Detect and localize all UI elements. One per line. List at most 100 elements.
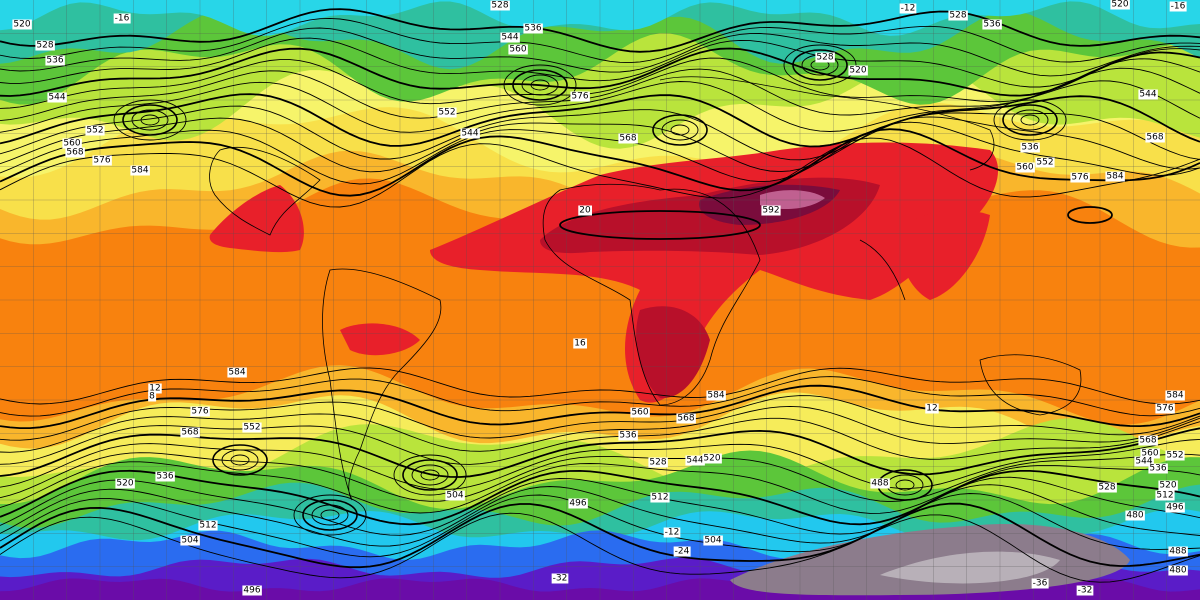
contour-label: 592 (762, 206, 779, 216)
contour-label: 512 (199, 521, 216, 531)
contour-label: 480 (1126, 511, 1143, 521)
height-contour (0, 461, 1200, 514)
low-contour (122, 104, 178, 136)
label-background (1165, 502, 1185, 513)
contour-label: 528 (36, 41, 53, 51)
contour-label: 536 (619, 431, 636, 441)
label-background (45, 55, 65, 66)
contour-label: 544 (461, 129, 478, 139)
height-contour (0, 512, 1200, 583)
label-background (925, 403, 939, 414)
label-background (630, 407, 650, 418)
high-contour (503, 64, 577, 106)
contour-label: 512 (1156, 491, 1173, 501)
label-background (1155, 403, 1175, 414)
low-contour (131, 109, 169, 131)
label-background (130, 165, 150, 176)
label-background (618, 430, 638, 441)
contour-label: -12 (665, 528, 680, 538)
label-background (1031, 578, 1049, 589)
label-background (523, 23, 543, 34)
low-contour (393, 454, 467, 496)
contour-label: 560 (63, 139, 80, 149)
contour-label: 560 (509, 45, 526, 55)
low-contour (302, 499, 358, 531)
contour-label: 504 (181, 536, 198, 546)
label-background (1165, 390, 1185, 401)
label-background (1125, 510, 1145, 521)
contour-label: 568 (1146, 133, 1163, 143)
label-background (673, 546, 691, 557)
contour-label: 552 (1036, 158, 1053, 168)
label-background (242, 422, 262, 433)
contour-label: 568 (619, 134, 636, 144)
label-background (1110, 0, 1130, 10)
coastline (209, 146, 321, 236)
height-contour (0, 57, 1200, 109)
label-background (1035, 157, 1055, 168)
low-contour (783, 44, 857, 86)
contour-label: 536 (46, 56, 63, 66)
contour-label: 504 (446, 491, 463, 501)
contour-label: 568 (66, 148, 83, 158)
label-background (899, 3, 917, 14)
coastline (979, 354, 1082, 416)
label-background (460, 128, 480, 139)
label-background (948, 10, 968, 21)
contour-label: 552 (438, 108, 455, 118)
label-background (242, 585, 262, 596)
low-contour (140, 114, 160, 126)
high-contour (559, 210, 761, 240)
warm-area (899, 210, 990, 300)
label-background (85, 125, 105, 136)
label-background (1097, 482, 1117, 493)
height-contour (0, 80, 1200, 133)
contour-label: -16 (1171, 2, 1186, 12)
contour-label: 536 (983, 20, 1000, 30)
label-background (490, 0, 510, 11)
high-contour (1067, 206, 1113, 224)
label-background (198, 520, 218, 531)
contour-label: 520 (1159, 481, 1176, 491)
label-background (445, 490, 465, 501)
contour-label: 576 (571, 92, 588, 102)
height-contour (0, 105, 1200, 161)
low-contour (230, 454, 250, 466)
low-contour (402, 459, 458, 491)
contour-label: 520 (703, 454, 720, 464)
label-background (618, 133, 638, 144)
contour-label: 536 (524, 24, 541, 34)
label-background (663, 527, 681, 538)
label-background (1105, 171, 1125, 182)
contour-label: -32 (553, 574, 568, 584)
contour-label: -12 (901, 4, 916, 14)
height-contour (0, 27, 1200, 77)
contour-label: 576 (191, 407, 208, 417)
contour-label: 568 (181, 428, 198, 438)
label-background (12, 19, 32, 30)
label-background (703, 535, 723, 546)
label-background (815, 52, 835, 63)
label-background (982, 19, 1002, 30)
contour-label: 528 (816, 53, 833, 63)
label-background (47, 92, 67, 103)
label-background (437, 107, 457, 118)
low-contour (113, 99, 187, 141)
label-background (648, 457, 668, 468)
contour-label: 568 (677, 414, 694, 424)
contour-label: 8 (149, 392, 155, 402)
contour-label: 544 (48, 93, 65, 103)
contour-label: 544 (1135, 457, 1152, 467)
height-contour (0, 493, 1200, 558)
height-contour (0, 121, 1200, 185)
label-background (1169, 1, 1187, 12)
height-contour (0, 17, 1200, 64)
label-background (500, 32, 520, 43)
label-background (570, 91, 590, 102)
contour-label: 520 (849, 66, 866, 76)
contour-label: 496 (1166, 503, 1183, 513)
contour-label: 488 (1169, 547, 1186, 557)
low-contour (420, 469, 440, 481)
contour-label: 576 (1156, 404, 1173, 414)
contour-label: 544 (501, 33, 518, 43)
